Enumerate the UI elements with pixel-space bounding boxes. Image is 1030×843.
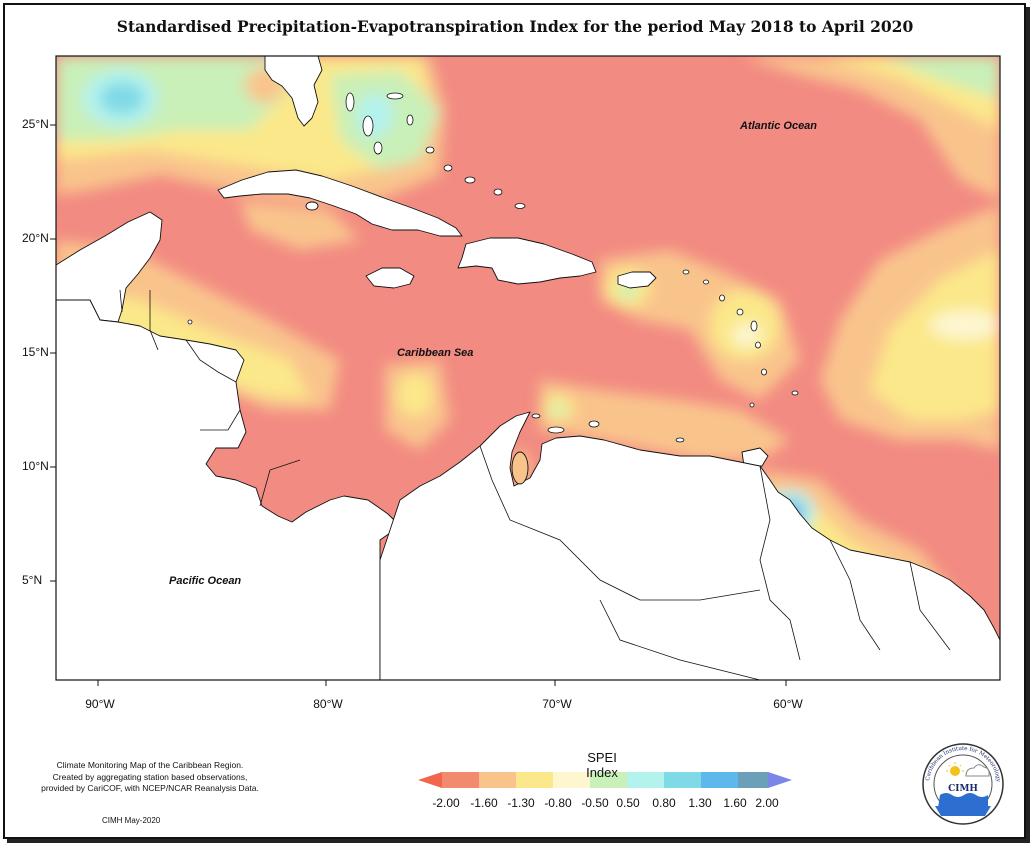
credits-text: Climate Monitoring Map of the Caribbean … — [30, 760, 270, 795]
map-border — [55, 55, 1001, 681]
lon-label-60w: 60°W — [773, 697, 803, 711]
credits-line-2: Created by aggregating station based obs… — [52, 771, 248, 782]
atlantic-ocean-label: Atlantic Ocean — [740, 120, 818, 132]
legend-tick: 0.80 — [652, 796, 676, 810]
legend-colorbar — [418, 772, 792, 788]
lat-label-10n: 10°N — [22, 459, 49, 473]
lat-label-20n: 20°N — [22, 231, 49, 245]
legend-title: SPEI Index — [586, 750, 618, 780]
logo-name: CIMH — [948, 784, 978, 794]
legend-tick: -0.50 — [581, 796, 609, 810]
cloud-icon — [965, 764, 990, 777]
legend-tick: 0.50 — [616, 796, 640, 810]
legend-arrow-low — [418, 772, 442, 788]
legend-arrow-high — [768, 772, 792, 788]
legend-swatch-7 — [664, 772, 701, 788]
legend-swatch-8 — [701, 772, 738, 788]
legend-tick: -0.80 — [544, 796, 572, 810]
land — [56, 56, 1000, 680]
lon-label-70w: 70°W — [542, 697, 572, 711]
spei-field — [56, 56, 1000, 680]
sun-icon — [950, 766, 960, 776]
legend-swatch-3 — [516, 772, 553, 788]
credits-date: CIMH May-2020 — [102, 816, 161, 825]
legend-swatch-2 — [479, 772, 516, 788]
caribbean-sea-label: Caribbean Sea — [397, 347, 474, 359]
legend-tick: 1.60 — [723, 796, 747, 810]
legend-swatch-5 — [590, 772, 627, 788]
lon-label-80w: 80°W — [313, 697, 343, 711]
wave-icon — [938, 793, 988, 808]
legend-tick: 2.00 — [755, 796, 779, 810]
legend-swatch-9 — [738, 772, 768, 788]
map-title: Standardised Precipitation-Evapotranspir… — [116, 17, 914, 36]
lon-label-90w: 90°W — [85, 697, 115, 711]
borders — [119, 289, 951, 680]
legend-swatch-4 — [553, 772, 590, 788]
legend-tick: 1.30 — [688, 796, 712, 810]
pacific-ocean-label: Pacific Ocean — [169, 575, 242, 587]
credits-line-1: Climate Monitoring Map of the Caribbean … — [56, 760, 244, 770]
legend-swatch-6 — [627, 772, 664, 788]
axis-ticks — [50, 124, 787, 686]
lat-label-15n: 15°N — [22, 345, 49, 359]
small-islands — [187, 92, 799, 443]
lat-label-5n: 5°N — [22, 573, 43, 587]
legend-tick: -2.00 — [432, 796, 460, 810]
credits-line-3: provided by CariCOF, with NCEP/NCAR Rean… — [41, 783, 259, 793]
legend-swatch-1 — [442, 772, 479, 788]
lat-label-25n: 25°N — [22, 117, 49, 131]
legend-tick: -1.60 — [470, 796, 498, 810]
legend-tick: -1.30 — [507, 796, 535, 810]
